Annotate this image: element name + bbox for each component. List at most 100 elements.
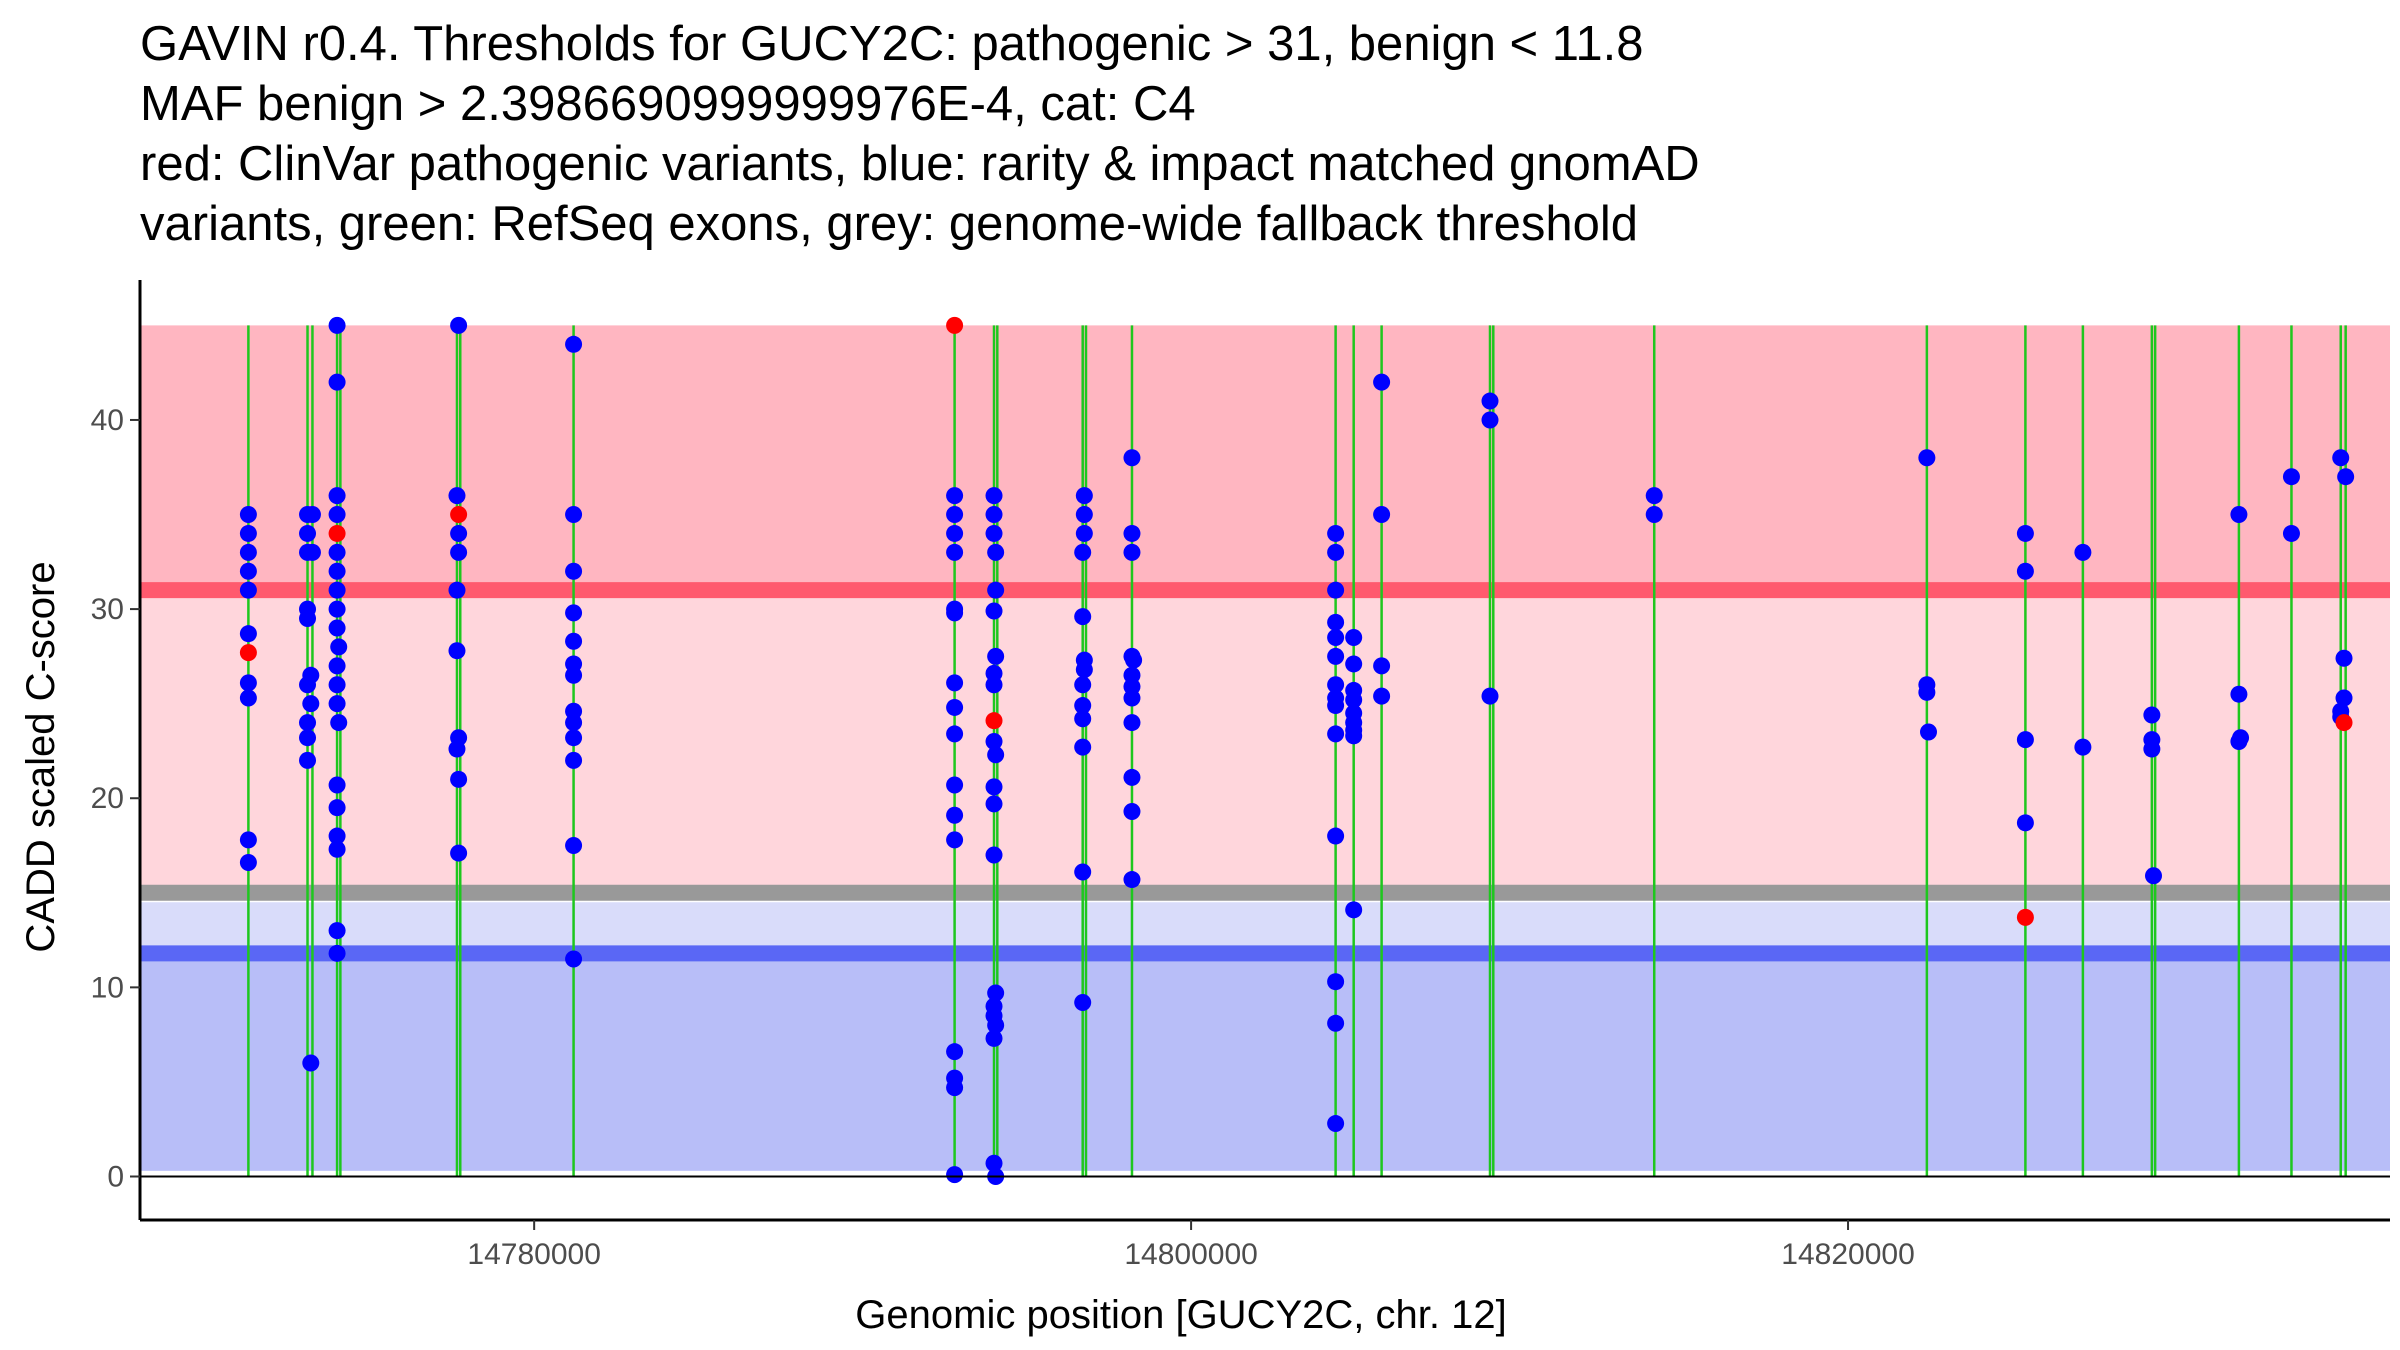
gnomad-variant-point: [1373, 687, 1391, 705]
gnomad-variant-point: [987, 746, 1005, 764]
gnomad-variant-point: [328, 776, 346, 794]
gnomad-variant-point: [985, 676, 1003, 694]
gnomad-variant-point: [328, 562, 346, 580]
x-axis-title: Genomic position [GUCY2C, chr. 12]: [855, 1293, 1506, 1337]
gnomad-variant-point: [985, 1154, 1003, 1172]
gnomad-variant-point: [565, 837, 583, 855]
gnomad-variant-point: [328, 799, 346, 817]
gnomad-variant-point: [565, 335, 583, 353]
gnomad-variant-point: [946, 506, 964, 524]
gnomad-variant-point: [1918, 683, 1936, 701]
gnomad-variant-point: [328, 827, 346, 845]
gnomad-variant-point: [1074, 993, 1092, 1011]
gnomad-variant-point: [328, 657, 346, 675]
gnomad-variant-point: [2337, 468, 2355, 486]
gnomad-variant-point: [448, 642, 466, 660]
gnomad-variant-point: [1345, 691, 1363, 709]
gnomad-variant-point: [328, 373, 346, 391]
gnomad-variant-point: [985, 795, 1003, 813]
gnomad-variant-point: [946, 524, 964, 542]
gnomad-variant-point: [987, 1016, 1005, 1034]
gnomad-variant-point: [946, 1079, 964, 1097]
gnomad-variant-point: [946, 776, 964, 794]
gnomad-variant-point: [330, 714, 348, 732]
y-tick-label: 30: [91, 593, 124, 626]
gnomad-variant-point: [1075, 661, 1093, 679]
gnomad-variant-point: [1125, 651, 1143, 669]
gnomad-variant-point: [448, 581, 466, 599]
gnomad-variant-point: [987, 543, 1005, 561]
y-tick-label: 10: [91, 971, 124, 1004]
clinvar-variant-point: [450, 506, 468, 524]
clinvar-variant-point: [328, 524, 346, 542]
title-line-3: red: ClinVar pathogenic variants, blue: …: [140, 137, 1700, 191]
gnomad-variant-point: [2145, 867, 2163, 885]
gnomad-variant-point: [1123, 524, 1141, 542]
gnomad-variant-point: [985, 1029, 1003, 1047]
gnomad-variant-point: [1327, 973, 1345, 991]
x-tick-label: 14780000: [467, 1238, 600, 1271]
y-axis-title: CADD scaled C-score: [19, 561, 63, 952]
gnomad-variant-point: [946, 604, 964, 622]
gnomad-variant-point: [1123, 768, 1141, 786]
gnomad-variant-point: [239, 506, 257, 524]
gnomad-variant-point: [2230, 506, 2248, 524]
gnomad-variant-point: [946, 725, 964, 743]
gnomad-variant-point: [2016, 524, 2034, 542]
uncertain-zone: [140, 590, 2390, 893]
gnomad-variant-point: [985, 487, 1003, 505]
gnomad-variant-point: [2332, 449, 2350, 467]
gnomad-variant-point: [2074, 543, 2092, 561]
gnomad-variant-point: [328, 922, 346, 940]
gnomad-variant-point: [1123, 714, 1141, 732]
gnomad-variant-point: [1075, 487, 1093, 505]
gnomad-variant-point: [239, 854, 257, 872]
gnomad-variant-point: [299, 729, 317, 747]
gnomad-variant-point: [985, 602, 1003, 620]
gnomad-variant-point: [1327, 676, 1345, 694]
gnomad-variant-point: [565, 729, 583, 747]
gnomad-variant-point: [1345, 727, 1363, 745]
clinvar-variant-point: [2335, 714, 2353, 732]
gnomad-variant-point: [946, 674, 964, 692]
gnomad-variant-point: [1123, 543, 1141, 561]
gnomad-variant-point: [946, 487, 964, 505]
gnomad-variant-point: [2282, 524, 2300, 542]
gnomad-variant-point: [2143, 740, 2161, 758]
gnomad-variant-point: [1327, 647, 1345, 665]
gnomad-variant-point: [2282, 468, 2300, 486]
gnomad-variant-point: [328, 581, 346, 599]
title-line-1: GAVIN r0.4. Thresholds for GUCY2C: patho…: [140, 17, 1644, 71]
gnomad-variant-point: [239, 524, 257, 542]
gnomad-variant-point: [1074, 543, 1092, 561]
gnomad-variant-point: [450, 524, 468, 542]
gnomad-variant-point: [985, 778, 1003, 796]
gnomad-variant-point: [1123, 689, 1141, 707]
gnomad-variant-point: [946, 806, 964, 824]
gnomad-variant-point: [328, 316, 346, 334]
x-tick-label: 14820000: [1781, 1238, 1914, 1271]
gnomad-variant-point: [328, 695, 346, 713]
gnomad-variant-point: [299, 610, 317, 628]
gnomad-variant-point: [239, 543, 257, 561]
gnomad-variant-point: [565, 506, 583, 524]
gnomad-variant-point: [2074, 738, 2092, 756]
gnomad-variant-point: [299, 714, 317, 732]
gnomad-variant-point: [1373, 373, 1391, 391]
gnomad-variant-point: [303, 506, 321, 524]
gnomad-variant-point: [1481, 687, 1499, 705]
gnomad-variant-point: [1074, 738, 1092, 756]
gnomad-variant-point: [565, 751, 583, 769]
gnomad-variant-point: [239, 562, 257, 580]
axes: 0 10 20 30 40 14780000 14800000 14820000: [91, 280, 2390, 1271]
gnomad-variant-point: [1123, 871, 1141, 889]
gnomad-variant-point: [946, 1166, 964, 1184]
gnomad-variant-point: [299, 524, 317, 542]
title-line-2: MAF benign > 2.3986690999999976E-4, cat:…: [140, 77, 1196, 131]
gnomad-variant-point: [448, 740, 466, 758]
gnomad-variant-point: [1074, 608, 1092, 626]
gnomad-variant-point: [328, 506, 346, 524]
gnomad-variant-point: [1327, 827, 1345, 845]
gnomad-variant-point: [1074, 697, 1092, 715]
